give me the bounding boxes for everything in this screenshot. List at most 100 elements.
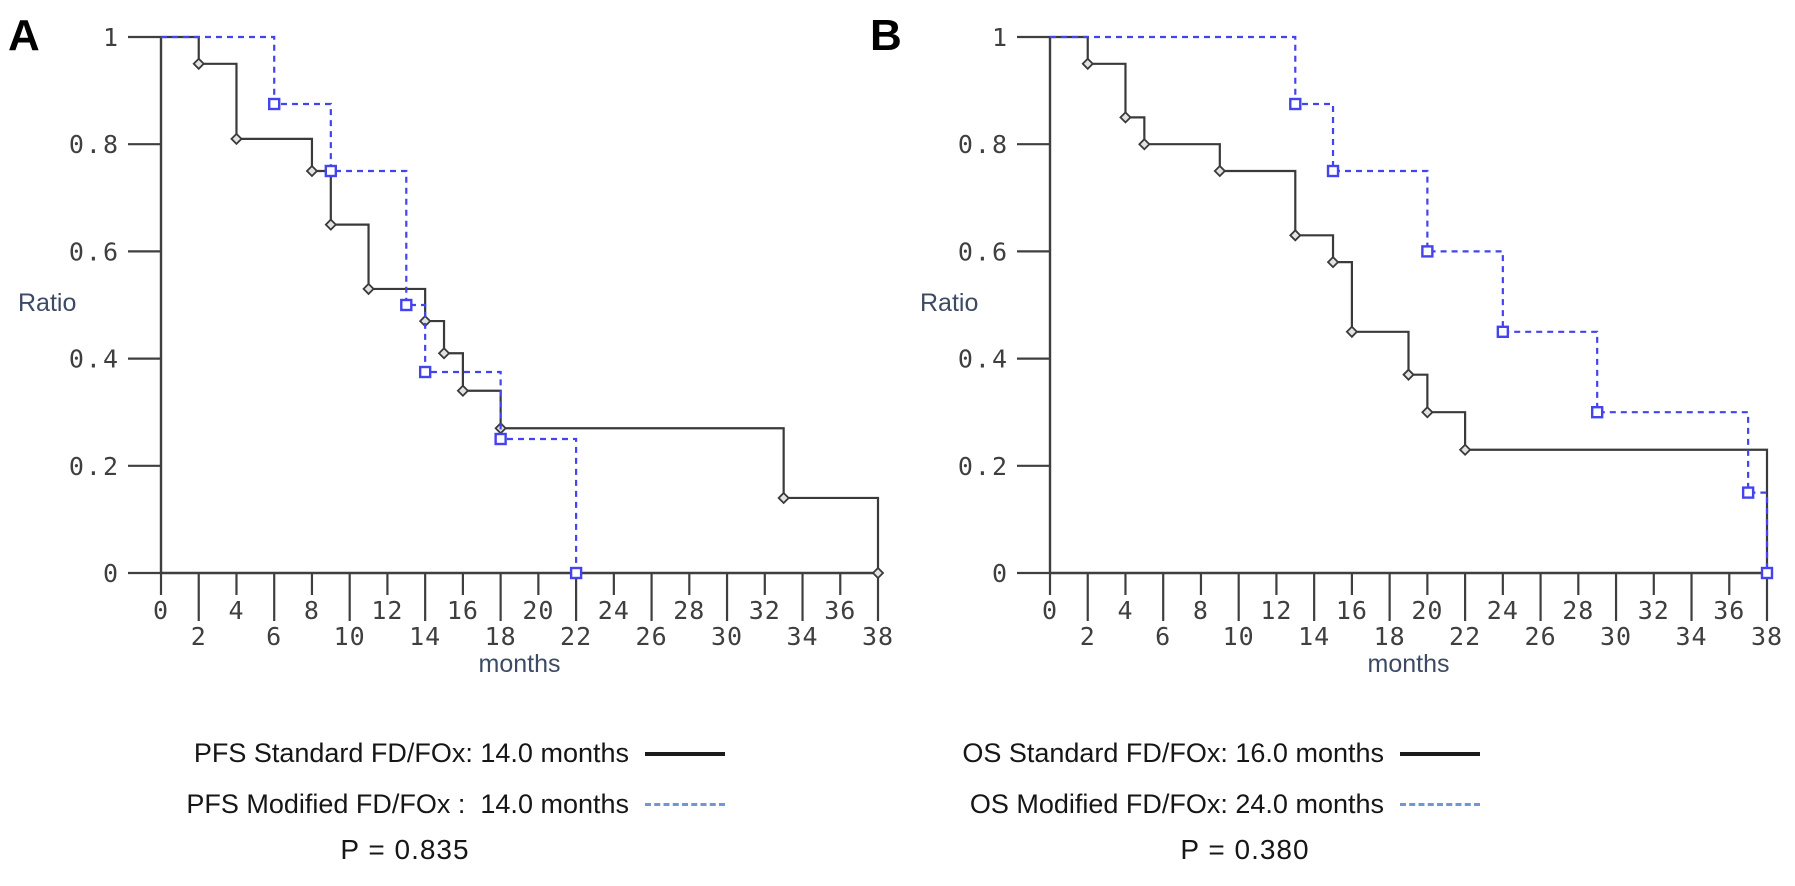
diamond-marker-icon [1081, 57, 1095, 71]
x-tick-label: 24 [598, 596, 630, 625]
x-tick-label: 34 [786, 622, 818, 651]
legend-a-modified: PFS Modified FD/FOx : 14.0 months [85, 789, 725, 820]
x-tick-label: 38 [862, 622, 894, 651]
x-tick-label: 8 [304, 596, 320, 625]
diamond-marker-icon [1119, 111, 1132, 124]
diamond-marker-icon [362, 282, 375, 296]
x-tick-label: 26 [636, 622, 668, 651]
pfs-standard-fd-fox-curve [161, 35, 880, 573]
square-marker-icon [1421, 245, 1434, 258]
x-tick-label: 18 [485, 622, 517, 651]
x-tick-label: 2 [191, 622, 207, 651]
diamond-marker-icon [777, 491, 790, 505]
square-marker-icon [324, 164, 338, 178]
y-axis-title: Ratio [920, 289, 978, 317]
pvalue-b: P = 0.380 [1180, 834, 1310, 865]
x-tick-label: 30 [711, 622, 743, 651]
y-axis-title: Ratio [18, 289, 76, 317]
y-tick-label: 0.4 [69, 345, 120, 374]
diamond-marker-icon [324, 218, 338, 231]
x-tick-label: 34 [1675, 622, 1707, 651]
diamond-marker-icon [437, 346, 451, 360]
x-tick-label: 8 [1193, 596, 1209, 625]
x-tick-label: 10 [1223, 622, 1255, 651]
square-marker-icon [569, 566, 583, 580]
solid-line-sample-icon [1400, 751, 1480, 756]
square-marker-icon [494, 432, 507, 446]
x-tick-label: 20 [1411, 596, 1443, 625]
diamond-marker-icon [1213, 164, 1227, 178]
diamond-marker-icon [871, 566, 885, 580]
x-tick-label: 6 [266, 622, 282, 651]
x-tick-label: 28 [1562, 596, 1594, 625]
panel-b-chart: 00.20.40.60.8102468101214161820222426283… [870, 11, 1783, 678]
x-tick-label: 16 [447, 596, 479, 625]
x-axis-title: months [479, 650, 561, 678]
y-tick-label: 0.8 [69, 130, 120, 159]
legend-a-modified-label: PFS Modified FD/FOx : 14.0 months [186, 789, 629, 819]
x-tick-label: 12 [371, 596, 403, 625]
legend-b-modified: OS Modified FD/FOx: 24.0 months [950, 789, 1480, 820]
square-marker-icon [1326, 164, 1340, 178]
x-tick-label: 16 [1336, 596, 1368, 625]
dashed-line-sample-icon [1400, 803, 1480, 806]
diamond-marker-icon [1289, 229, 1302, 242]
diamond-marker-icon [305, 164, 319, 178]
square-marker-icon [1496, 325, 1510, 338]
x-tick-label: 22 [1449, 622, 1481, 651]
os-standard-fd-fox-curve [1050, 35, 1769, 573]
x-axis-title: months [1368, 650, 1450, 678]
y-tick-label: 0.6 [958, 237, 1009, 266]
x-tick-label: 12 [1260, 596, 1292, 625]
diamond-marker-icon [1138, 137, 1151, 151]
y-tick-label: 0.4 [958, 345, 1009, 374]
y-tick-label: 0.6 [69, 237, 120, 266]
y-tick-label: 0 [992, 559, 1009, 588]
diamond-marker-icon [1326, 255, 1340, 269]
square-marker-icon [268, 97, 281, 111]
x-tick-label: 28 [673, 596, 705, 625]
x-tick-label: 36 [824, 596, 856, 625]
dashed-line-sample-icon [645, 803, 725, 806]
x-tick-label: 38 [1751, 622, 1783, 651]
legend-b-modified-label: OS Modified FD/FOx: 24.0 months [969, 789, 1384, 819]
os-modified-fd-fox-curve [1050, 35, 1769, 573]
diamond-marker-icon [192, 57, 206, 71]
x-tick-label: 36 [1713, 596, 1745, 625]
diamond-marker-icon [1458, 443, 1472, 456]
diamond-marker-icon [230, 132, 243, 146]
x-tick-label: 4 [1117, 596, 1133, 625]
square-marker-icon [1760, 566, 1774, 580]
x-tick-label: 0 [1042, 596, 1058, 625]
x-tick-label: 20 [522, 596, 554, 625]
x-tick-label: 22 [560, 622, 592, 651]
x-tick-label: 2 [1080, 622, 1096, 651]
x-tick-label: 18 [1374, 622, 1406, 651]
y-tick-label: 0.2 [958, 452, 1009, 481]
legend-a-standard: PFS Standard FD/FOx: 14.0 months [85, 738, 725, 769]
square-marker-icon [1741, 486, 1755, 499]
panel-label: B [870, 11, 902, 60]
panel-label: A [8, 11, 40, 60]
x-tick-label: 14 [409, 622, 441, 651]
km-chart-canvas: 00.20.40.60.8102468101214161820222426283… [8, 11, 1783, 678]
y-tick-label: 1 [103, 23, 120, 52]
x-tick-label: 24 [1487, 596, 1519, 625]
legend-b-standard-label: OS Standard FD/FOx: 16.0 months [962, 738, 1384, 768]
diamond-marker-icon [1345, 325, 1359, 339]
x-tick-label: 26 [1525, 622, 1557, 651]
x-tick-label: 0 [153, 596, 169, 625]
x-tick-label: 6 [1155, 622, 1171, 651]
diamond-marker-icon [1402, 368, 1415, 381]
pvalue-a: P = 0.835 [340, 834, 470, 865]
square-marker-icon [418, 365, 432, 379]
x-tick-label: 10 [334, 622, 366, 651]
y-tick-label: 0.2 [69, 452, 120, 481]
square-marker-icon [400, 298, 413, 312]
square-marker-icon [1289, 97, 1302, 111]
pfs-modified-fd-fox-curve [161, 35, 578, 573]
solid-line-sample-icon [645, 751, 725, 756]
x-tick-label: 14 [1298, 622, 1330, 651]
square-marker-icon [1590, 406, 1604, 419]
